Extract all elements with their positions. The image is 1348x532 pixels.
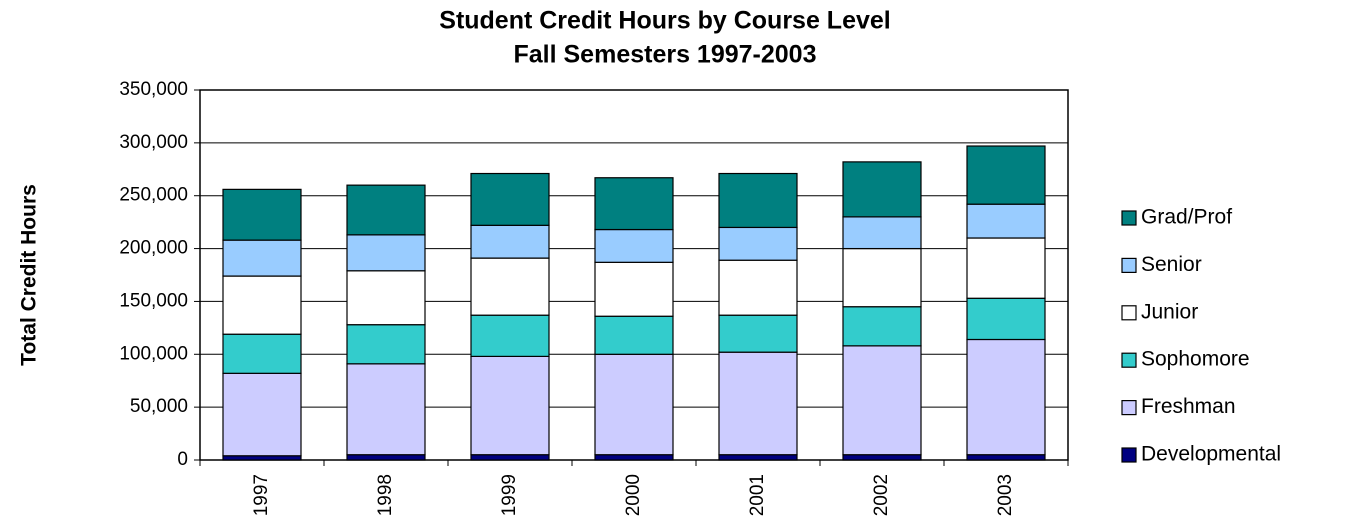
x-tick-label: 2000: [623, 474, 644, 516]
bar-segment: [470, 257, 550, 316]
x-tick-label: 2003: [995, 474, 1016, 516]
legend-label: Senior: [1141, 253, 1202, 276]
chart-subtitle: Fall Semesters 1997-2003: [514, 41, 817, 69]
bar-segment: [594, 454, 674, 461]
y-tick-label: 200,000: [119, 238, 188, 259]
bar-segment: [966, 338, 1046, 456]
bar-segment: [222, 372, 302, 457]
bar-segment: [346, 324, 426, 365]
y-tick-label: 150,000: [119, 290, 188, 311]
legend-swatch: [1121, 210, 1137, 226]
bar-segment: [594, 261, 674, 317]
bar-segment: [222, 239, 302, 277]
bar-segment: [842, 345, 922, 456]
bar-segment: [842, 247, 922, 308]
bar-segment: [346, 184, 426, 236]
y-tick-label: 100,000: [119, 343, 188, 364]
bar-segment: [966, 454, 1046, 461]
bar-segment: [470, 172, 550, 226]
bar-segment: [718, 172, 798, 229]
legend-swatch: [1121, 352, 1137, 368]
legend-label: Junior: [1141, 300, 1198, 323]
bar-segment: [470, 454, 550, 461]
bar-segment: [718, 454, 798, 461]
bar-segment: [594, 177, 674, 231]
bar-segment: [470, 314, 550, 357]
legend-label: Freshman: [1141, 395, 1236, 418]
legend-swatch: [1121, 447, 1137, 463]
bar-segment: [718, 226, 798, 261]
bar-segment: [966, 145, 1046, 205]
y-tick-label: 300,000: [119, 132, 188, 153]
bar-segment: [718, 314, 798, 353]
bar-segment: [222, 333, 302, 374]
legend-swatch: [1121, 400, 1137, 416]
legend-label: Developmental: [1141, 443, 1281, 466]
bar-segment: [346, 270, 426, 326]
bar-segment: [594, 315, 674, 355]
y-tick-label: 0: [177, 449, 188, 470]
bar-segment: [346, 363, 426, 456]
legend-swatch: [1121, 305, 1137, 321]
bar-segment: [718, 351, 798, 456]
bar-segment: [718, 259, 798, 316]
bar-segment: [346, 454, 426, 461]
y-tick-label: 250,000: [119, 185, 188, 206]
bar-segment: [222, 275, 302, 335]
bar-segment: [594, 353, 674, 456]
legend-label: Grad/Prof: [1141, 206, 1232, 229]
bar-segment: [842, 216, 922, 250]
chart-title: Student Credit Hours by Course Level: [439, 7, 890, 35]
bar-segment: [842, 306, 922, 347]
bar-segment: [222, 188, 302, 241]
bar-segment: [346, 234, 426, 272]
bar-segment: [842, 454, 922, 461]
bar-segment: [222, 455, 302, 461]
x-tick-label: 1999: [499, 474, 520, 516]
x-tick-label: 2001: [747, 474, 768, 516]
legend-swatch: [1121, 257, 1137, 273]
x-tick-label: 2002: [871, 474, 892, 516]
x-tick-label: 1998: [375, 474, 396, 516]
y-tick-label: 350,000: [119, 79, 188, 100]
y-axis-title: Total Credit Hours: [18, 184, 41, 366]
x-tick-label: 1997: [251, 474, 272, 516]
bar-segment: [966, 237, 1046, 299]
y-tick-label: 50,000: [130, 396, 188, 417]
bar-segment: [842, 161, 922, 218]
bar-segment: [966, 297, 1046, 341]
legend-label: Sophomore: [1141, 348, 1250, 371]
bar-segment: [470, 355, 550, 456]
bar-segment: [966, 203, 1046, 239]
bar-segment: [470, 224, 550, 259]
bar-segment: [594, 228, 674, 263]
